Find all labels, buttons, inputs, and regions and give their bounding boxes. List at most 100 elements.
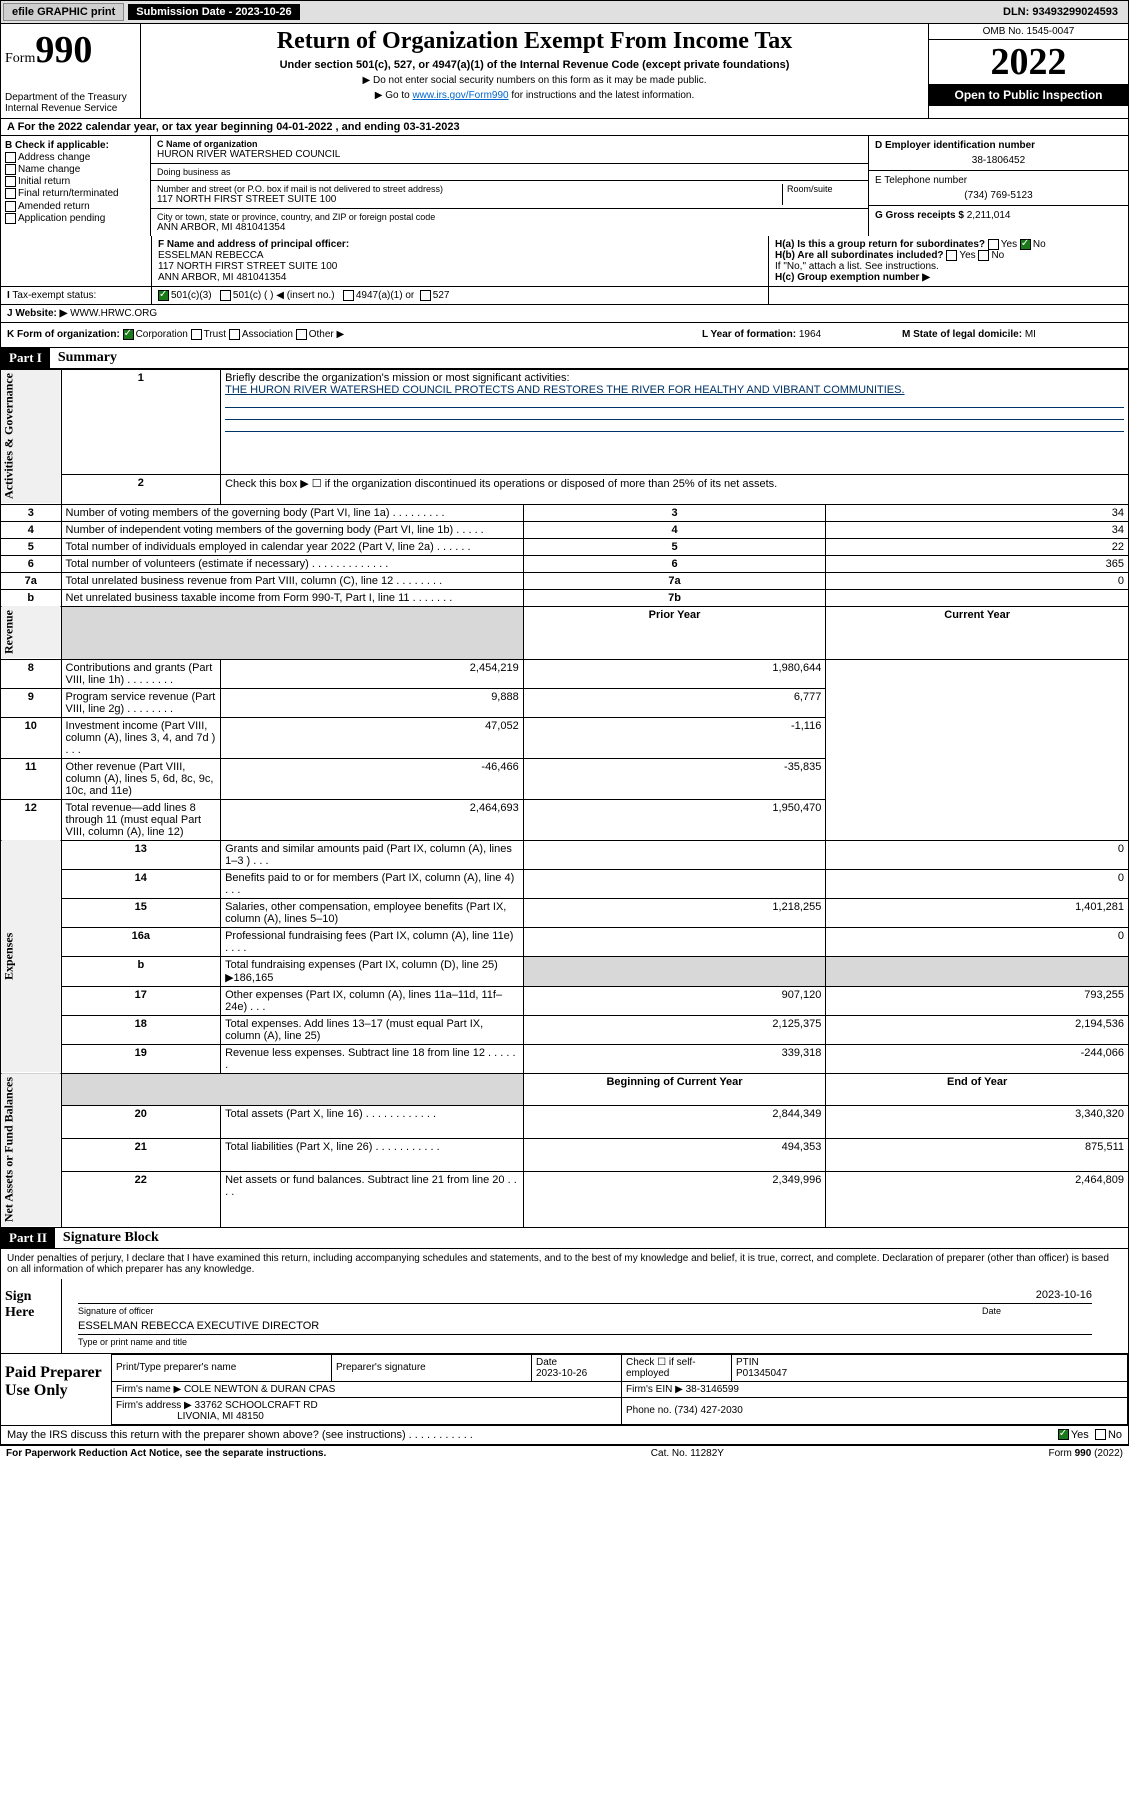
mission-text: THE HURON RIVER WATERSHED COUNCIL PROTEC…	[225, 384, 904, 396]
sig-officer-label: Signature of officer	[78, 1306, 972, 1316]
form-subtitle: Under section 501(c), 527, or 4947(a)(1)…	[149, 59, 920, 71]
domicile-label: M State of legal domicile:	[902, 329, 1022, 340]
lbl-trust: Trust	[204, 330, 226, 341]
chk-501c[interactable]	[220, 290, 231, 301]
chk-ha-yes[interactable]	[988, 239, 999, 250]
org-name-label: C Name of organization	[157, 139, 862, 149]
side-revenue: Revenue	[1, 606, 62, 659]
ha-label: H(a) Is this a group return for subordin…	[775, 239, 985, 250]
box-c: C Name of organization HURON RIVER WATER…	[151, 136, 868, 236]
dba-label: Doing business as	[157, 167, 862, 177]
box-h: H(a) Is this a group return for subordin…	[768, 236, 1128, 286]
room-label: Room/suite	[787, 184, 862, 194]
row-fh: F Name and address of principal officer:…	[0, 236, 1129, 287]
ein-value: 38-1806452	[875, 155, 1122, 166]
header-center: Return of Organization Exempt From Incom…	[141, 24, 928, 118]
chk-hb-no[interactable]	[978, 250, 989, 261]
chk-amended[interactable]	[5, 201, 16, 212]
form-number: 990	[35, 29, 92, 71]
chk-discuss-yes[interactable]	[1058, 1429, 1069, 1440]
tax-year: 2022	[929, 40, 1128, 84]
hb-note: If "No," attach a list. See instructions…	[775, 261, 1122, 272]
lbl-527: 527	[433, 290, 450, 301]
chk-assoc[interactable]	[229, 329, 240, 340]
irs-link[interactable]: www.irs.gov/Form990	[412, 90, 508, 101]
form-word: Form	[5, 51, 35, 66]
chk-4947[interactable]	[343, 290, 354, 301]
officer-addr1: 117 NORTH FIRST STREET SUITE 100	[158, 261, 762, 272]
hb-label: H(b) Are all subordinates included?	[775, 250, 944, 261]
dln: DLN: 93493299024593	[995, 4, 1126, 20]
ptin-label: PTIN	[736, 1357, 759, 1368]
signature-block: Under penalties of perjury, I declare th…	[0, 1249, 1129, 1445]
summary-table: Activities & Governance 1 Briefly descri…	[0, 369, 1129, 1228]
paid-preparer-label: Paid Preparer Use Only	[1, 1354, 111, 1425]
lbl-no: No	[1108, 1429, 1122, 1441]
chk-final-return[interactable]	[5, 188, 16, 199]
city-label: City or town, state or province, country…	[157, 212, 862, 222]
domicile-value: MI	[1025, 329, 1036, 340]
chk-ha-no[interactable]	[1020, 239, 1031, 250]
chk-address-change[interactable]	[5, 152, 16, 163]
org-name: HURON RIVER WATERSHED COUNCIL	[157, 149, 862, 160]
topbar: efile GRAPHIC print Submission Date - 20…	[0, 0, 1129, 24]
chk-527[interactable]	[420, 290, 431, 301]
sig-date: 2023-10-16	[1036, 1289, 1092, 1301]
gross-label: G Gross receipts $	[875, 210, 964, 221]
line2-text: Check this box ▶ ☐ if the organization d…	[221, 475, 1129, 504]
lbl-other: Other ▶	[309, 330, 344, 341]
tax-status-label: Tax-exempt status:	[12, 290, 96, 301]
chk-corp[interactable]	[123, 329, 134, 340]
chk-hb-yes[interactable]	[946, 250, 957, 261]
entity-block: B Check if applicable: Address change Na…	[0, 136, 1129, 236]
name-title-label: Type or print name and title	[78, 1337, 1122, 1347]
box-l: L Year of formation: 1964	[702, 329, 902, 340]
footer-right: Form 990 (2022)	[1049, 1448, 1123, 1459]
lbl-amended: Amended return	[18, 201, 90, 212]
chk-trust[interactable]	[191, 329, 202, 340]
chk-discuss-no[interactable]	[1095, 1429, 1106, 1440]
note-post: for instructions and the latest informat…	[509, 90, 695, 101]
prep-date-label: Date	[536, 1357, 557, 1368]
box-b: B Check if applicable: Address change Na…	[1, 136, 151, 236]
box-m: M State of legal domicile: MI	[902, 329, 1122, 340]
row-j: J Website: ▶ WWW.HRWC.ORG	[0, 305, 1129, 323]
ptin-value: P01345047	[736, 1368, 787, 1379]
dept-treasury: Department of the Treasury	[5, 92, 136, 103]
lbl-ha-yes: Yes	[1001, 239, 1017, 250]
street-label: Number and street (or P.O. box if mail i…	[157, 184, 782, 194]
lbl-assoc: Association	[242, 330, 293, 341]
note-pre: ▶ Go to	[375, 90, 413, 101]
box-k: K Form of organization: Corporation Trus…	[7, 329, 702, 340]
gross-value: 2,211,014	[967, 210, 1011, 221]
chk-501c3[interactable]	[158, 290, 169, 301]
firm-name: COLE NEWTON & DURAN CPAS	[184, 1384, 335, 1395]
open-inspection: Open to Public Inspection	[929, 84, 1128, 106]
header-right: OMB No. 1545-0047 2022 Open to Public In…	[928, 24, 1128, 118]
lbl-initial-return: Initial return	[18, 176, 70, 187]
part2-title: Signature Block	[55, 1228, 167, 1248]
officer-addr2: ANN ARBOR, MI 481041354	[158, 272, 762, 283]
line1-label: Briefly describe the organization's miss…	[225, 372, 569, 384]
firm-ein: 38-3146599	[686, 1384, 739, 1395]
street-value: 117 NORTH FIRST STREET SUITE 100	[157, 194, 782, 205]
phone-label: E Telephone number	[875, 175, 1122, 186]
part2-header-row: Part II Signature Block	[0, 1228, 1129, 1249]
col-prior: Prior Year	[523, 606, 826, 659]
check-self-employed: Check ☐ if self-employed	[622, 1354, 732, 1381]
row-klm: K Form of organization: Corporation Trus…	[0, 323, 1129, 347]
lbl-yes: Yes	[1071, 1429, 1089, 1441]
chk-other[interactable]	[296, 329, 307, 340]
officer-name-title: ESSELMAN REBECCA EXECUTIVE DIRECTOR	[78, 1320, 319, 1332]
prep-sig-label: Preparer's signature	[332, 1354, 532, 1381]
perjury-declaration: Under penalties of perjury, I declare th…	[1, 1249, 1128, 1279]
chk-name-change[interactable]	[5, 164, 16, 175]
footer-left: For Paperwork Reduction Act Notice, see …	[6, 1448, 326, 1459]
efile-print-button[interactable]: efile GRAPHIC print	[3, 3, 124, 21]
lbl-name-change: Name change	[18, 164, 80, 175]
part1-header-row: Part I Summary	[0, 348, 1129, 369]
chk-app-pending[interactable]	[5, 213, 16, 224]
sign-here-label: Sign Here	[1, 1279, 61, 1353]
preparer-table: Print/Type preparer's name Preparer's si…	[111, 1354, 1128, 1425]
chk-initial-return[interactable]	[5, 176, 16, 187]
